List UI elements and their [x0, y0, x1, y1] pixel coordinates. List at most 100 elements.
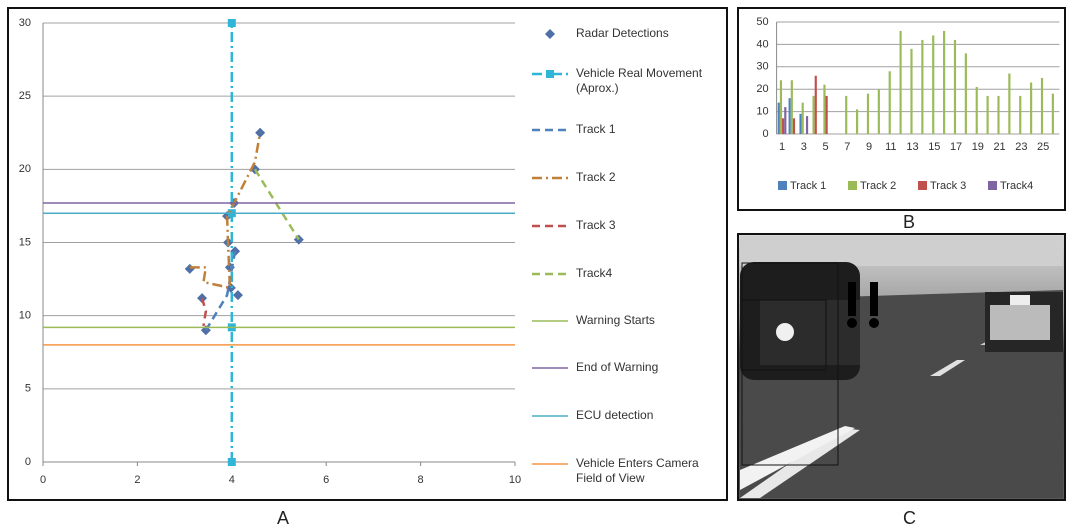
legend-item: Track4 [530, 266, 715, 281]
bar [889, 71, 891, 134]
y-tick-label: 25 [19, 90, 31, 102]
bar [943, 31, 945, 134]
x-tick-label: 9 [866, 141, 872, 153]
panel-label: B [903, 212, 915, 233]
x-tick-label: 25 [1037, 141, 1049, 153]
legend-item: Track 1 [530, 122, 715, 137]
legend-swatch [988, 181, 997, 190]
legend-label: ECU detection [576, 408, 711, 423]
bar [921, 40, 923, 134]
bar [815, 76, 817, 134]
x-tick-label: 15 [928, 141, 940, 153]
legend-label: Track 3 [930, 180, 966, 192]
bar [1019, 96, 1021, 134]
legend-symbol [530, 122, 570, 137]
bar [997, 96, 999, 134]
bar [812, 96, 814, 134]
panel-label: A [277, 508, 289, 529]
x-tick-label: 17 [950, 141, 962, 153]
x-tick-label: 10 [509, 474, 521, 486]
bar [1041, 78, 1043, 134]
legend-label: Track 3 [576, 218, 711, 233]
bar [987, 96, 989, 134]
legend-swatch [848, 181, 857, 190]
legend-item: Track 3 [530, 218, 715, 233]
legend-item: ECU detection [530, 408, 715, 423]
legend-label: Vehicle Real Movement (Aprox.) [576, 66, 711, 96]
bar [778, 103, 780, 134]
bar [793, 118, 795, 134]
marker [546, 70, 554, 78]
legend-item: Vehicle Enters Camera Field of View [530, 456, 715, 486]
y-tick-label: 0 [25, 456, 31, 468]
x-tick-label: 11 [885, 141, 896, 153]
legend-label: Radar Detections [576, 26, 711, 41]
legend-label: Track 2 [860, 180, 896, 192]
x-tick-label: 8 [418, 474, 424, 486]
legend-swatch [918, 181, 927, 190]
series-line [255, 169, 299, 239]
y-tick-label: 20 [19, 163, 31, 175]
marker [185, 264, 195, 274]
y-tick-label: 50 [756, 16, 768, 28]
bar [878, 89, 880, 134]
y-tick-label: 40 [756, 38, 768, 50]
bar [856, 109, 858, 134]
bar [976, 87, 978, 134]
legend-label: Track 2 [576, 170, 711, 185]
y-tick-label: 5 [25, 383, 31, 395]
bar [826, 96, 828, 134]
y-tick-label: 30 [19, 17, 31, 29]
legend-label: Warning Starts [576, 313, 711, 328]
marker [233, 290, 243, 300]
legend-label: Vehicle Enters Camera Field of View [576, 456, 711, 486]
legend-label: Track4 [1000, 180, 1033, 192]
bar [1030, 82, 1032, 134]
x-tick-label: 13 [906, 141, 918, 153]
bar [1052, 94, 1054, 134]
legend-symbol [530, 360, 570, 375]
legend-symbol [530, 218, 570, 233]
legend-item: Vehicle Real Movement (Aprox.) [530, 66, 715, 96]
x-tick-label: 6 [323, 474, 329, 486]
legend-label: Track 1 [576, 122, 711, 137]
bar [932, 35, 934, 134]
y-tick-label: 10 [756, 106, 768, 118]
legend-item: Warning Starts [530, 313, 715, 328]
photo [738, 234, 1065, 500]
bar [867, 94, 869, 134]
series-line [190, 133, 260, 288]
legend-symbol [530, 456, 570, 471]
legend-symbol [530, 313, 570, 328]
bar [910, 49, 912, 134]
figure: 0510152025300246810010203040501357911131… [0, 0, 1071, 531]
x-tick-label: 3 [801, 141, 807, 153]
y-tick-label: 30 [756, 61, 768, 73]
legend-symbol [530, 26, 570, 41]
legend-item: Track 2 [530, 170, 715, 185]
bar [802, 103, 804, 134]
bar [782, 118, 784, 134]
marker [545, 29, 555, 39]
bar [900, 31, 902, 134]
legend-label: End of Warning [576, 360, 711, 375]
y-tick-label: 20 [756, 83, 768, 95]
marker [228, 19, 236, 27]
x-tick-label: 1 [779, 141, 785, 153]
bar [789, 98, 791, 134]
y-tick-label: 0 [762, 128, 768, 140]
x-tick-label: 5 [822, 141, 828, 153]
bar [780, 80, 782, 134]
bar [1008, 74, 1010, 134]
y-tick-label: 10 [19, 310, 31, 322]
legend-symbol [530, 170, 570, 185]
x-tick-label: 23 [1015, 141, 1027, 153]
legend-label: Track4 [576, 266, 711, 281]
x-tick-label: 7 [844, 141, 850, 153]
legend-item: End of Warning [530, 360, 715, 375]
y-tick-label: 15 [19, 236, 31, 248]
bar [845, 96, 847, 134]
x-tick-label: 2 [134, 474, 140, 486]
marker [228, 458, 236, 466]
bar [791, 80, 793, 134]
